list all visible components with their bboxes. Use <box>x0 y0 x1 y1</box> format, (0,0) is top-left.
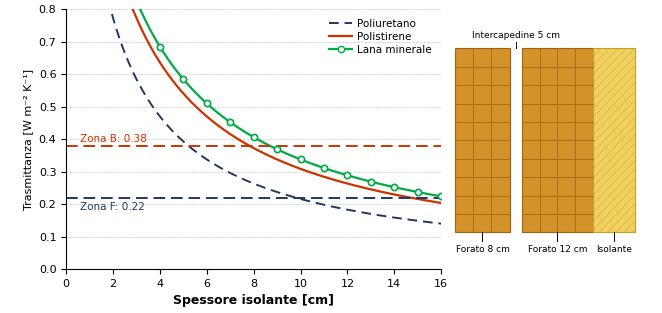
Legend: Poliuretano, Polistirene, Lana minerale: Poliuretano, Polistirene, Lana minerale <box>325 15 436 59</box>
Text: Intercapedine 5 cm: Intercapedine 5 cm <box>472 31 560 40</box>
Bar <box>593 48 635 232</box>
X-axis label: Spessore isolante [cm]: Spessore isolante [cm] <box>173 295 334 307</box>
Y-axis label: Trasmittanza [W m⁻² K⁻¹]: Trasmittanza [W m⁻² K⁻¹] <box>23 69 33 210</box>
Bar <box>455 48 510 232</box>
Text: Forato 8 cm: Forato 8 cm <box>455 245 509 254</box>
Text: Isolante: Isolante <box>596 245 632 254</box>
Bar <box>522 48 593 232</box>
Text: Forato 12 cm: Forato 12 cm <box>528 245 587 254</box>
Text: Zona B: 0.38: Zona B: 0.38 <box>80 134 147 144</box>
Text: Zona F: 0.22: Zona F: 0.22 <box>80 202 145 212</box>
